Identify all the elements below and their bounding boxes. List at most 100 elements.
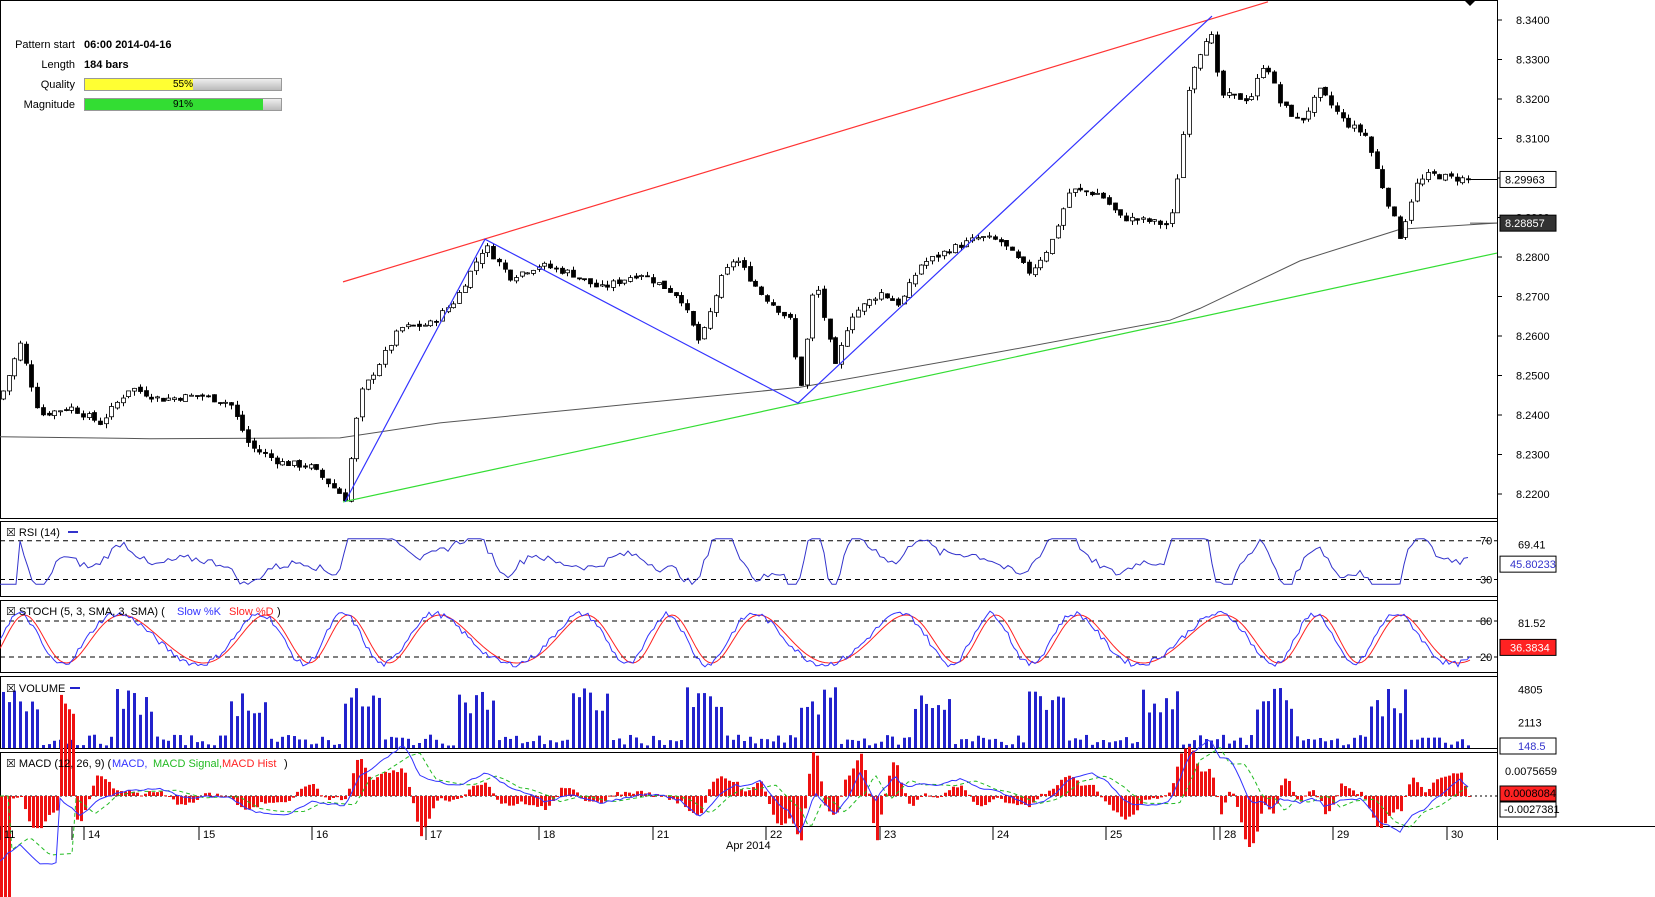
- macd-hist-bar: [776, 796, 779, 824]
- macd-hist-bar: [24, 796, 27, 810]
- macd-hist-bar: [936, 796, 939, 798]
- candle-body: [639, 275, 644, 278]
- volume-bar: [1376, 700, 1379, 748]
- candle-body: [1415, 182, 1420, 202]
- candle-body: [1323, 86, 1328, 96]
- candle-body: [178, 397, 183, 401]
- candle-body: [885, 293, 890, 299]
- volume-bar: [851, 739, 854, 748]
- candle-body: [645, 275, 650, 278]
- volume-bar: [241, 693, 244, 748]
- macd-hist-bar: [108, 781, 111, 796]
- macd-hist-bar: [292, 796, 295, 798]
- macd-hist-bar: [320, 795, 323, 797]
- macd-hist-bar: [308, 784, 311, 796]
- volume-bar: [1290, 708, 1293, 748]
- macd-hist-bar: [524, 796, 527, 805]
- macd-hist-bar: [992, 796, 995, 800]
- candle-body: [314, 464, 319, 470]
- macd-hist-bar: [968, 794, 971, 796]
- candle-body: [548, 263, 553, 269]
- price-tick-label: 8.3200: [1516, 94, 1550, 106]
- macd-hist-bar: [516, 796, 519, 804]
- candle-body: [696, 323, 701, 341]
- candle-body: [1284, 101, 1289, 106]
- macd-hist-bar: [1056, 785, 1059, 796]
- macd-hist-bar: [1368, 796, 1371, 809]
- volume-title: ☒ VOLUME: [6, 683, 65, 695]
- volume-bar: [1216, 739, 1219, 748]
- volume-bar: [412, 745, 415, 748]
- macd-hist-bar: [1100, 796, 1103, 798]
- volume-bar: [829, 697, 832, 748]
- volume-bar: [1262, 701, 1265, 748]
- macd-hist-bar: [884, 793, 887, 796]
- price-tick-label: 8.2200: [1516, 489, 1550, 501]
- macd-hist-bar: [848, 775, 851, 796]
- macd-hist-bar: [988, 796, 991, 803]
- macd-hist-bar: [628, 792, 631, 796]
- x-tick-label: 14: [88, 829, 100, 841]
- macd-hist-bar: [1224, 796, 1227, 803]
- candle-body: [753, 280, 758, 287]
- volume-bar: [1148, 712, 1151, 748]
- macd-hist-bar: [396, 772, 399, 796]
- candle-body: [1266, 67, 1271, 73]
- macd-hist-bar: [508, 796, 511, 806]
- macd-hist-bar: [352, 773, 355, 796]
- macd-hist-bar: [468, 789, 471, 796]
- candle-body: [1261, 68, 1266, 79]
- volume-bar: [1057, 696, 1060, 748]
- macd-line: [0, 739, 1469, 865]
- macd-hist-bar: [984, 796, 987, 805]
- macd-hist-bar: [1216, 796, 1219, 798]
- candle-body: [930, 256, 935, 262]
- macd-hist-bar: [1376, 796, 1379, 827]
- candle-body: [1198, 54, 1203, 69]
- volume-bar: [680, 740, 683, 748]
- candle-body: [411, 324, 416, 327]
- candle-body: [303, 465, 308, 468]
- candle-body: [1295, 116, 1300, 119]
- macd-hist-bar: [872, 796, 875, 824]
- macd-hist-bar: [932, 796, 935, 798]
- price-tick-label: 8.2500: [1516, 371, 1550, 383]
- price-tick-label: 8.3100: [1516, 134, 1550, 146]
- macd-hist-bar: [1152, 796, 1155, 799]
- macd-hist-bar: [744, 791, 747, 796]
- macd-hist-bar: [72, 713, 75, 796]
- macd-hist-bar: [604, 796, 607, 802]
- macd-hist-bar: [260, 796, 263, 803]
- macd-hist-bar: [32, 796, 35, 828]
- volume-bar: [8, 702, 11, 748]
- candle-body: [155, 396, 160, 399]
- volume-bar: [857, 740, 860, 748]
- volume-bar: [2, 691, 5, 748]
- volume-bar: [1364, 736, 1367, 748]
- candle-body: [508, 269, 513, 281]
- macd-hist-bar: [232, 796, 235, 800]
- volume-bar: [1347, 744, 1350, 748]
- macd-hist-bar: [1316, 796, 1319, 798]
- volume-bar: [293, 736, 296, 748]
- candle-body: [280, 461, 285, 466]
- macd-hist-bar: [1428, 788, 1431, 796]
- volume-bar: [618, 738, 621, 748]
- macd-hist-bar: [1392, 796, 1395, 813]
- candle-body: [485, 245, 490, 254]
- volume-bar: [914, 708, 917, 748]
- volume-bar: [1393, 708, 1396, 748]
- candle-body: [1358, 124, 1363, 133]
- volume-bar: [344, 703, 347, 748]
- candle-body: [1056, 225, 1061, 239]
- macd-hist-bar: [724, 778, 727, 796]
- macd-hist-bar: [52, 796, 55, 813]
- candle-body: [423, 324, 428, 327]
- macd-hist-bar: [68, 709, 71, 796]
- volume-bar: [110, 736, 113, 748]
- last-price-label: 8.29963: [1505, 174, 1545, 186]
- macd-hist-bar: [144, 793, 147, 796]
- volume-bar: [743, 740, 746, 748]
- volume-bar: [1416, 739, 1419, 748]
